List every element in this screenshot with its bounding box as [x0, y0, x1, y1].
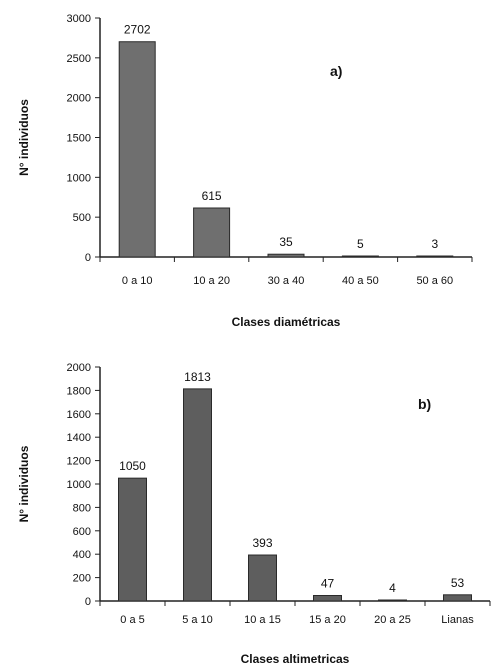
- x-axis-title: Clases diamétricas: [232, 315, 341, 329]
- bar-value-label: 53: [451, 576, 465, 590]
- bar: [378, 599, 407, 602]
- bar-value-label: 393: [252, 536, 272, 550]
- bar-value-label: 1813: [184, 370, 211, 384]
- x-tick-label: 15 a 20: [309, 614, 346, 626]
- x-tick-label: 10 a 20: [193, 275, 230, 287]
- y-tick-label: 1500: [67, 133, 91, 145]
- chart-a: 0 500 1000 1500 2000 2500 3000 2702 0 a 10 615 10 …: [17, 13, 473, 329]
- x-axis-title: Clases altimetricas: [241, 652, 350, 666]
- panel-label: b): [418, 396, 431, 412]
- x-tick-label: 0 a 5: [120, 614, 144, 626]
- bar: [443, 594, 472, 602]
- chart-b: 0 200 400 600 800 1000 1200 1400 1600 1800 2000 105…: [17, 362, 491, 666]
- y-tick-label: 400: [73, 549, 91, 561]
- panel-label: a): [330, 63, 342, 79]
- x-tick-label: 30 a 40: [268, 275, 305, 287]
- bar-value-label: 4: [389, 581, 396, 595]
- bar-value-label: 35: [279, 235, 293, 249]
- y-tick-label: 500: [73, 212, 91, 224]
- bar: [118, 477, 147, 602]
- x-tick-label: 50 a 60: [416, 275, 453, 287]
- bar: [248, 554, 277, 602]
- bar: [341, 255, 379, 258]
- y-tick-label: 2500: [67, 53, 91, 65]
- y-tick-label: 1800: [67, 385, 91, 397]
- bar: [416, 255, 454, 258]
- y-tick-label: 3000: [67, 13, 91, 25]
- x-tick-label: 5 a 10: [182, 614, 213, 626]
- bar-value-label: 2702: [124, 23, 151, 37]
- y-tick-label: 800: [73, 502, 91, 514]
- bar-value-label: 47: [321, 577, 335, 591]
- y-tick-label: 2000: [67, 93, 91, 105]
- x-tick-label: 0 a 10: [122, 275, 153, 287]
- y-tick-label: 1000: [67, 479, 91, 491]
- y-tick-label: 600: [73, 526, 91, 538]
- y-tick-label: 1200: [67, 456, 91, 468]
- bar: [118, 41, 156, 258]
- bar: [183, 388, 212, 602]
- bar: [193, 207, 231, 258]
- x-tick-label: 20 a 25: [374, 614, 411, 626]
- x-tick-label: 40 a 50: [342, 275, 379, 287]
- y-axis-title: N° individuos: [17, 99, 31, 176]
- y-tick-label: 200: [73, 573, 91, 585]
- bar-value-label: 615: [202, 189, 222, 203]
- y-tick-label: 0: [85, 252, 91, 264]
- x-tick-label: 10 a 15: [244, 614, 281, 626]
- bar-value-label: 1050: [119, 459, 146, 473]
- bar: [313, 595, 342, 602]
- y-axis-title: N° individuos: [17, 445, 31, 522]
- bar: [267, 253, 305, 258]
- y-tick-label: 2000: [67, 362, 91, 374]
- y-tick-label: 0: [85, 596, 91, 608]
- bar-value-label: 3: [431, 237, 438, 251]
- y-tick-label: 1600: [67, 409, 91, 421]
- y-tick-label: 1000: [67, 172, 91, 184]
- bar-value-label: 5: [357, 237, 364, 251]
- x-tick-label: Lianas: [441, 614, 474, 626]
- y-tick-label: 1400: [67, 432, 91, 444]
